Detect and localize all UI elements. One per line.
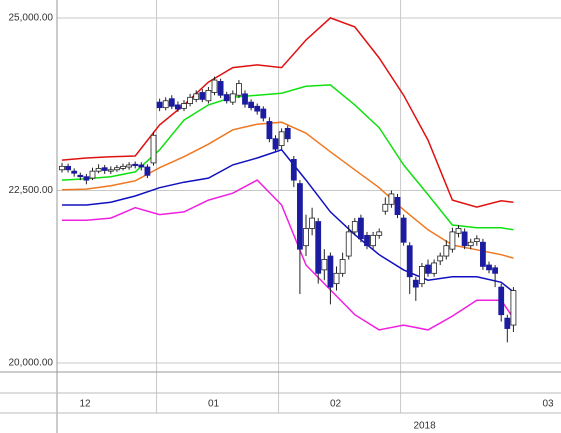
candle-body bbox=[83, 176, 90, 181]
candle-body bbox=[498, 286, 505, 316]
candle-body bbox=[333, 272, 340, 285]
candle-body bbox=[376, 231, 383, 236]
candle-body bbox=[461, 231, 468, 247]
candle-body bbox=[449, 231, 456, 250]
candle-body bbox=[480, 241, 486, 267]
candle-body bbox=[431, 262, 438, 274]
candle-body bbox=[351, 221, 358, 233]
y-tick-label: 22,500.00 bbox=[9, 185, 54, 196]
candle-body bbox=[303, 228, 309, 247]
candle-body bbox=[187, 96, 194, 104]
candle-body bbox=[406, 245, 413, 278]
candle-body bbox=[144, 166, 151, 176]
candle-body bbox=[297, 183, 303, 250]
candle-body bbox=[327, 255, 334, 288]
candle-body bbox=[89, 170, 96, 179]
x-tick-label: 01 bbox=[208, 399, 220, 410]
candle-body bbox=[358, 217, 364, 240]
candle-body bbox=[254, 105, 261, 112]
candle-body bbox=[400, 217, 407, 243]
candle-body bbox=[504, 317, 511, 329]
candle-body bbox=[364, 234, 370, 247]
y-tick-label: 20,000.00 bbox=[9, 358, 54, 369]
candle-body bbox=[242, 93, 248, 105]
candle-body bbox=[211, 79, 218, 93]
candle-body bbox=[59, 165, 65, 171]
x-tick-label: 02 bbox=[330, 399, 342, 410]
y-tick-label: 25,000.00 bbox=[9, 13, 54, 24]
candle-body bbox=[101, 167, 108, 171]
candle-body bbox=[473, 238, 480, 242]
candle-body bbox=[419, 266, 425, 285]
candle-body bbox=[199, 92, 206, 100]
candle-body bbox=[181, 103, 187, 109]
candle-body bbox=[315, 221, 322, 274]
candle-body bbox=[339, 259, 346, 274]
candle-body bbox=[229, 93, 236, 103]
candle-body bbox=[388, 193, 395, 205]
candle-body bbox=[162, 100, 169, 109]
candle-body bbox=[266, 121, 273, 140]
candle-body bbox=[217, 81, 224, 96]
candle-body bbox=[114, 167, 120, 171]
candle-body bbox=[443, 245, 450, 257]
candle-body bbox=[321, 259, 328, 271]
candle-body bbox=[260, 108, 267, 119]
candle-body bbox=[486, 264, 492, 271]
candle-body bbox=[394, 196, 401, 216]
candle-body bbox=[492, 267, 499, 274]
candle-body bbox=[437, 255, 444, 262]
candle-body bbox=[248, 101, 255, 109]
candle-body bbox=[193, 93, 200, 100]
candle-body bbox=[175, 104, 181, 110]
band-line bbox=[61, 84, 514, 231]
candle-body bbox=[382, 203, 389, 212]
candle-body bbox=[236, 83, 242, 96]
x-tick-label: 03 bbox=[542, 399, 554, 410]
candle-body bbox=[138, 164, 145, 168]
candle-body bbox=[223, 94, 230, 102]
x-tick-label: 12 bbox=[79, 399, 91, 410]
candle-body bbox=[309, 217, 316, 229]
candle-body bbox=[95, 168, 102, 172]
candle-body bbox=[290, 159, 297, 181]
candle-body bbox=[71, 170, 78, 174]
candle-body bbox=[168, 98, 175, 107]
year-label: 2018 bbox=[413, 421, 436, 432]
candle-body bbox=[345, 231, 352, 257]
candle-body bbox=[120, 165, 126, 169]
candle-body bbox=[126, 164, 133, 168]
candle-body bbox=[284, 127, 291, 140]
band-line bbox=[62, 179, 515, 331]
candle-body bbox=[455, 228, 462, 234]
candle-body bbox=[467, 241, 474, 247]
candle-body bbox=[425, 264, 431, 274]
candle-body bbox=[77, 174, 84, 178]
candle-body bbox=[150, 134, 157, 164]
band-line bbox=[61, 17, 514, 208]
candle-body bbox=[272, 138, 279, 150]
band-line bbox=[61, 121, 514, 259]
candle-body bbox=[65, 165, 72, 171]
candle-body bbox=[370, 234, 377, 247]
candle-body bbox=[132, 163, 139, 167]
candle-body bbox=[510, 290, 517, 326]
candle-body bbox=[205, 90, 212, 102]
candle-body bbox=[107, 169, 114, 172]
candle-body bbox=[412, 279, 419, 288]
candle-body bbox=[156, 101, 163, 109]
candle-body bbox=[278, 131, 285, 147]
